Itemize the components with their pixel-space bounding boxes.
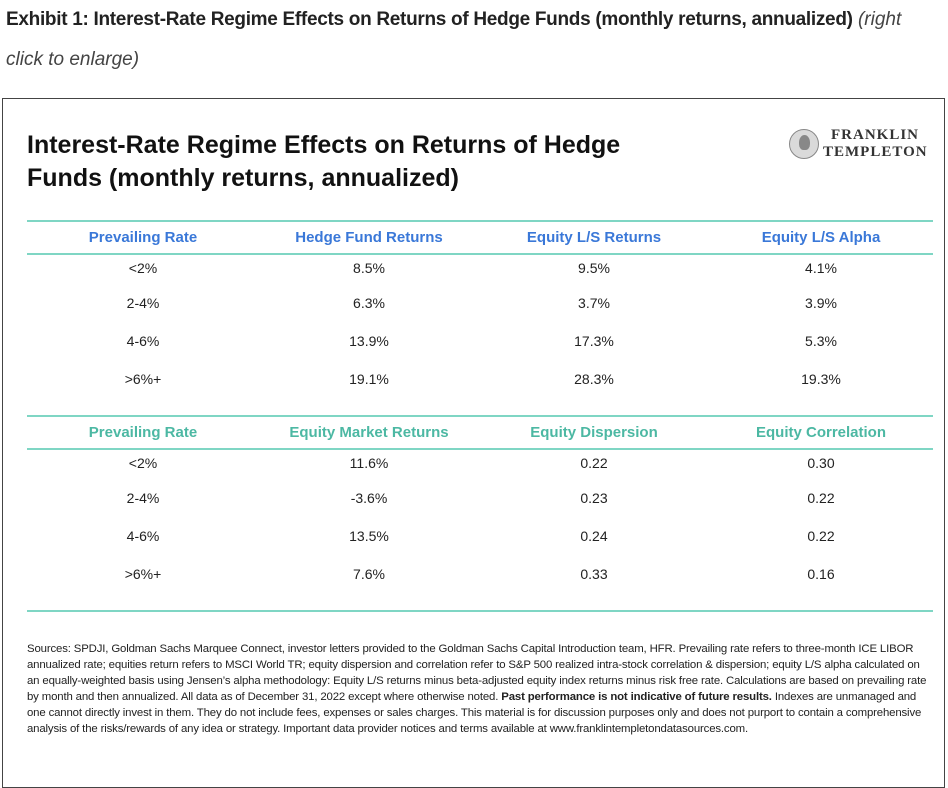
table1-header-alpha: Equity L/S Alpha: [761, 228, 881, 246]
table-cell: >6%+: [124, 566, 162, 582]
table2-top-rule: [27, 415, 933, 417]
franklin-templeton-logo: FRANKLIN TEMPLETON: [789, 127, 939, 167]
chart-title: Interest-Rate Regime Effects on Returns …: [27, 129, 707, 195]
table-cell: 0.22: [807, 490, 835, 506]
table2-bottom-rule: [27, 610, 933, 612]
table-row: 2-4% 6.3% 3.7% 3.9%: [27, 284, 933, 322]
table2-header-market: Equity Market Returns: [289, 423, 449, 441]
table2-body: <2% 11.6% 0.22 0.30 2-4% -3.6% 0.23 0.22…: [27, 447, 933, 593]
table1-header-row: Prevailing Rate Hedge Fund Returns Equit…: [27, 221, 933, 253]
table-cell: 8.5%: [353, 260, 385, 276]
table-cell: 2-4%: [126, 490, 160, 506]
table2-header-row: Prevailing Rate Equity Market Returns Eq…: [27, 416, 933, 448]
table-1: Prevailing Rate Hedge Fund Returns Equit…: [27, 221, 933, 253]
table-cell: 19.1%: [349, 371, 389, 387]
table2-header-rule: [27, 448, 933, 450]
chart-title-line-1: Interest-Rate Regime Effects on Returns …: [27, 131, 621, 159]
table-cell: 9.5%: [578, 260, 610, 276]
table-cell: 2-4%: [126, 295, 160, 311]
sources-text: Sources: SPDJI, Goldman Sachs Marquee Co…: [27, 643, 927, 703]
table2-header-correlation: Equity Correlation: [755, 423, 886, 441]
table-cell: 17.3%: [574, 333, 614, 349]
table-row: 4-6% 13.9% 17.3% 5.3%: [27, 322, 933, 360]
sources-disclaimer-text: Indexes are unmanaged and one cannot dir…: [27, 691, 922, 735]
table-row: 2-4% -3.6% 0.23 0.22: [27, 479, 933, 517]
table1-body: <2% 8.5% 9.5% 4.1% 2-4% 6.3% 3.7% 3.9% 4…: [27, 252, 933, 398]
table-cell: 0.16: [807, 566, 835, 582]
table-cell: -3.6%: [350, 490, 388, 506]
logo-line-1: FRANKLIN: [831, 127, 920, 143]
table1-header-hedge-fund: Hedge Fund Returns: [295, 228, 443, 246]
table-row: 4-6% 13.5% 0.24 0.22: [27, 517, 933, 555]
table-cell: 11.6%: [349, 455, 389, 471]
enlarge-hint: (right click to enlarge): [6, 9, 902, 70]
table1-header-rate: Prevailing Rate: [88, 228, 198, 246]
table-cell: 4-6%: [126, 333, 160, 349]
table1-header-equity-ls: Equity L/S Returns: [526, 228, 662, 246]
table1-header-rule: [27, 253, 933, 255]
sources-footnote: Sources: SPDJI, Goldman Sachs Marquee Co…: [27, 641, 927, 737]
table-cell: 7.6%: [353, 566, 385, 582]
portrait-seal-icon: [789, 129, 819, 159]
table1-top-rule: [27, 220, 933, 222]
table-row: >6%+ 19.1% 28.3% 19.3%: [27, 360, 933, 398]
chart-frame[interactable]: Interest-Rate Regime Effects on Returns …: [2, 98, 945, 788]
exhibit-caption-title: Exhibit 1: Interest-Rate Regime Effects …: [6, 9, 853, 30]
table-cell: 3.7%: [578, 295, 610, 311]
logo-line-2: TEMPLETON: [823, 144, 928, 160]
table-cell: 13.5%: [349, 528, 389, 544]
table-cell: 5.3%: [805, 333, 837, 349]
table-row: <2% 8.5% 9.5% 4.1%: [27, 252, 933, 284]
table-cell: >6%+: [124, 371, 162, 387]
table-cell: 4.1%: [805, 260, 837, 276]
table-cell: 0.33: [580, 566, 608, 582]
table-cell: 4-6%: [126, 528, 160, 544]
table2-header-dispersion: Equity Dispersion: [530, 423, 658, 441]
table-cell: 19.3%: [801, 371, 841, 387]
table-row: >6%+ 7.6% 0.33 0.16: [27, 555, 933, 593]
table-2: Prevailing Rate Equity Market Returns Eq…: [27, 416, 933, 448]
table-cell: 0.22: [580, 455, 608, 471]
table2-header-rate: Prevailing Rate: [88, 423, 198, 441]
table-cell: <2%: [128, 455, 158, 471]
table-cell: <2%: [128, 260, 158, 276]
table-cell: 0.30: [807, 455, 835, 471]
exhibit-caption: Exhibit 1: Interest-Rate Regime Effects …: [6, 0, 936, 80]
table-row: <2% 11.6% 0.22 0.30: [27, 447, 933, 479]
table-cell: 0.24: [580, 528, 608, 544]
past-performance-disclaimer: Past performance is not indicative of fu…: [501, 691, 772, 703]
chart-title-line-2: Funds (monthly returns, annualized): [27, 164, 459, 192]
table-cell: 3.9%: [805, 295, 837, 311]
table-cell: 13.9%: [349, 333, 389, 349]
table-cell: 0.22: [807, 528, 835, 544]
table-cell: 28.3%: [574, 371, 614, 387]
logo-wordmark: FRANKLIN TEMPLETON: [823, 127, 928, 161]
table-cell: 0.23: [580, 490, 608, 506]
table-cell: 6.3%: [353, 295, 385, 311]
